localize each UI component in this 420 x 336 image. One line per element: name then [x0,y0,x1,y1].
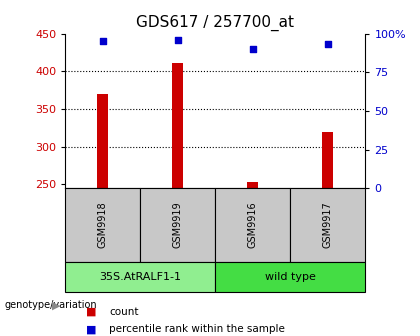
Bar [140,188,215,262]
Text: 35S.AtRALF1-1: 35S.AtRALF1-1 [99,272,181,282]
Point [99,39,106,44]
Point [174,37,181,42]
Text: GSM9916: GSM9916 [248,202,258,248]
Point [249,46,256,52]
Text: percentile rank within the sample: percentile rank within the sample [109,325,285,334]
Text: GSM9918: GSM9918 [97,202,108,248]
Text: ▶: ▶ [52,300,61,310]
Bar [215,262,365,292]
Bar [247,182,258,188]
Text: count: count [109,307,139,317]
Bar [290,188,365,262]
Text: GSM9917: GSM9917 [323,202,333,249]
Bar [322,132,333,188]
Bar [65,262,215,292]
Title: GDS617 / 257700_at: GDS617 / 257700_at [136,15,294,31]
Bar [172,63,184,188]
Text: wild type: wild type [265,272,316,282]
Text: genotype/variation: genotype/variation [4,300,97,310]
Text: ■: ■ [86,307,97,317]
Bar [65,188,140,262]
Bar [215,188,290,262]
Point [325,42,331,47]
Text: ■: ■ [86,325,97,334]
Bar [97,94,108,188]
Text: GSM9919: GSM9919 [173,202,183,248]
